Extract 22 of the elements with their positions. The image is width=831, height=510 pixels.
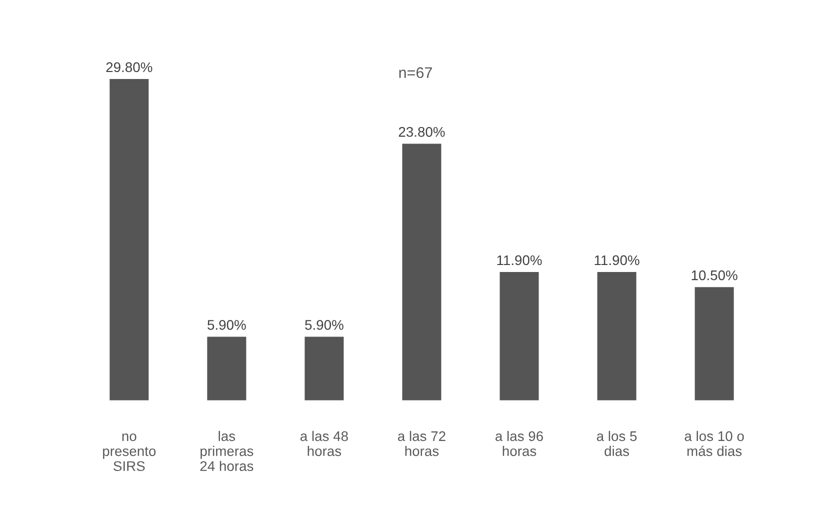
bar (500, 272, 539, 400)
data-label: 29.80% (106, 62, 152, 72)
x-tick-label: a las 96 horas (496, 430, 543, 456)
bar (304, 336, 344, 400)
bar (402, 144, 442, 400)
bar (110, 79, 149, 400)
x-tick-label: a los 10 o más dias (684, 430, 744, 456)
bar (694, 287, 734, 400)
x-tick-label: las primeras 24 horas (200, 430, 254, 472)
data-label: 5.90% (208, 320, 246, 330)
data-label: 23.80% (398, 126, 445, 137)
data-label: 11.90% (497, 255, 542, 266)
x-tick-label: no presento SIRS (103, 433, 156, 472)
x-tick-label: a las 48 horas (300, 430, 348, 456)
x-tick-label: a los 5 dias (596, 430, 637, 456)
bar (597, 272, 636, 400)
data-label: 5.90% (305, 320, 344, 330)
data-label: 10.50% (692, 270, 738, 280)
data-label: 11.90% (594, 255, 640, 266)
bar (207, 336, 246, 400)
chart-title: n=67 (399, 67, 432, 78)
x-tick-label: a las 72 horas (398, 430, 446, 456)
